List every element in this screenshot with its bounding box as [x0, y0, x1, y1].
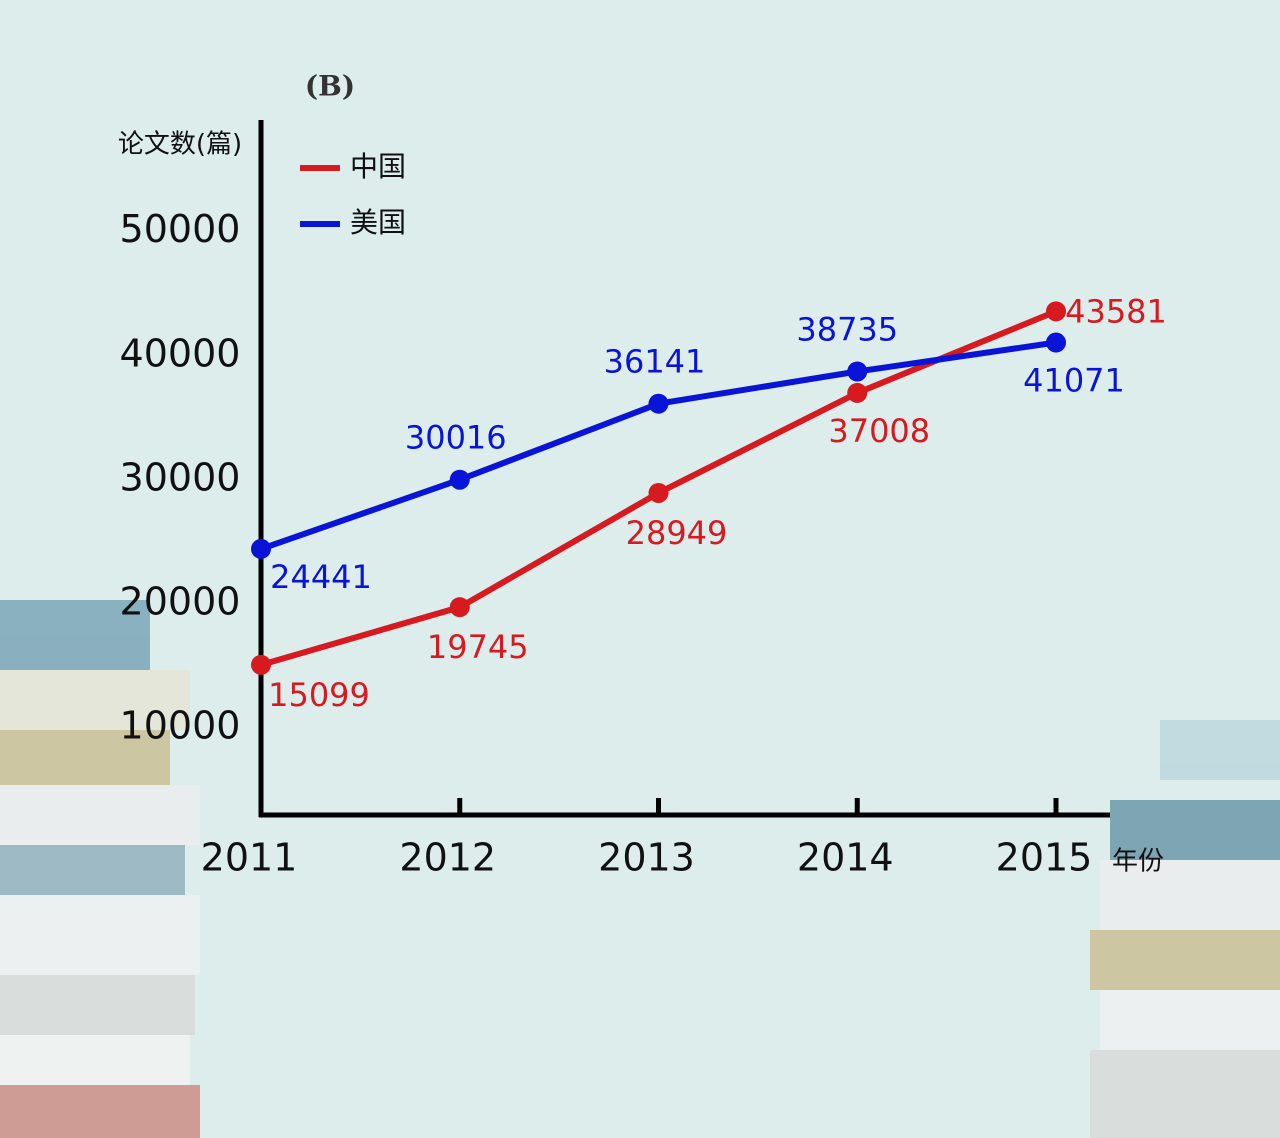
- book-decoration-right: [1090, 720, 1280, 1138]
- data-label: 19745: [427, 628, 529, 666]
- y-tick-label: 30000: [120, 455, 241, 499]
- y-tick-label: 40000: [120, 331, 241, 375]
- data-point: [1046, 332, 1066, 353]
- data-label: 41071: [1023, 362, 1125, 400]
- data-point: [648, 482, 669, 503]
- data-point: [449, 597, 470, 618]
- chart-title: (B): [305, 70, 355, 103]
- x-tick-label: 2012: [399, 836, 496, 880]
- data-point: [1046, 301, 1066, 322]
- data-point: [847, 382, 868, 403]
- x-tick-label: 2013: [598, 836, 695, 880]
- x-tick-label: 2014: [797, 836, 894, 880]
- x-tick-label: 2015: [996, 836, 1093, 880]
- data-point: [251, 654, 271, 675]
- data-label: 38735: [796, 311, 898, 349]
- data-point: [648, 393, 669, 414]
- legend-label: 美国: [350, 206, 406, 239]
- data-label: 43581: [1065, 292, 1167, 330]
- legend-label: 中国: [350, 150, 406, 183]
- data-label: 37008: [828, 412, 930, 450]
- data-point: [251, 538, 271, 559]
- y-axis-label: 论文数(篇): [118, 130, 242, 160]
- data-label: 30016: [405, 419, 507, 457]
- y-tick-label: 50000: [120, 207, 241, 251]
- data-point: [449, 469, 470, 490]
- x-axis-label: 年份: [1112, 847, 1164, 877]
- data-label: 15099: [268, 676, 370, 714]
- y-tick-label: 10000: [120, 704, 241, 748]
- data-label: 36141: [604, 343, 706, 381]
- data-point: [847, 361, 868, 382]
- data-label: 24441: [270, 558, 372, 596]
- y-tick-label: 20000: [120, 580, 241, 624]
- x-tick-label: 2011: [201, 836, 298, 880]
- book-decoration-left: [0, 600, 200, 1138]
- data-label: 28949: [626, 514, 728, 552]
